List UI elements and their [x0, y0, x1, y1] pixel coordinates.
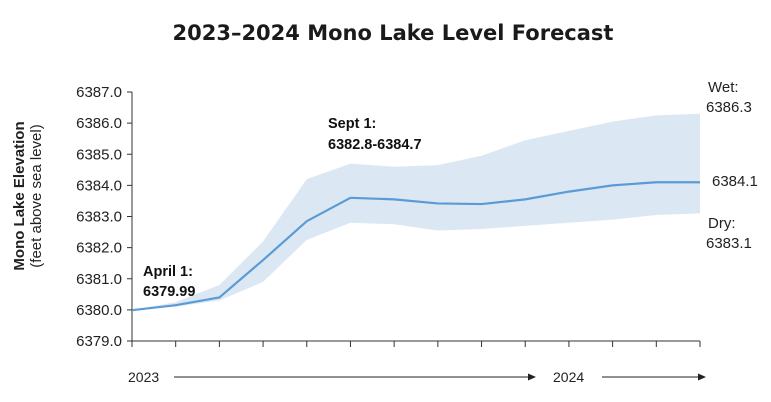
dry-label: Dry:: [708, 215, 736, 232]
april-annotation-value: 6379.99: [143, 284, 195, 300]
y-tick-label: 6385.0: [76, 146, 122, 163]
y-tick-label: 6381.0: [76, 271, 122, 288]
y-axis-sublabel: (feet above sea level): [28, 124, 45, 267]
wet-value: 6386.3: [706, 99, 752, 116]
y-axis-label: Mono Lake Elevation: [11, 121, 28, 270]
axes: [131, 92, 701, 347]
y-tick-label: 6384.0: [76, 177, 122, 194]
y-tick-label: 6380.0: [76, 302, 122, 319]
dry-value: 6383.1: [706, 235, 752, 252]
wet-label: Wet:: [708, 79, 739, 96]
chart-title: 2023–2024 Mono Lake Level Forecast: [173, 21, 614, 45]
mid-value-label: 6384.1: [712, 173, 758, 190]
timeline-arrow-2024: [602, 373, 706, 381]
timeline-arrow-2023: [174, 373, 536, 381]
y-axis-label-group: Mono Lake Elevation (feet above sea leve…: [11, 121, 45, 270]
series-line: [131, 181, 700, 312]
year-label-2024: 2024: [553, 369, 584, 385]
forecast-range-band: [132, 113, 700, 311]
april-annotation-label: April 1:: [143, 264, 193, 280]
series-layer: [131, 181, 700, 312]
year-label-2023: 2023: [128, 369, 159, 385]
sept-annotation-value: 6382.8-6384.7: [328, 137, 422, 153]
forecast-band-layer: [132, 113, 700, 311]
y-tick-label: 6382.0: [76, 240, 122, 257]
y-tick-label: 6387.0: [76, 84, 122, 101]
y-tick-label: 6383.0: [76, 209, 122, 226]
y-tick-label: 6386.0: [76, 115, 122, 132]
y-tick-labels: 6379.0 6380.0 6381.0 6382.0 6383.0 6384.0 6385…: [76, 84, 132, 350]
sept-annotation-label: Sept 1:: [328, 116, 376, 132]
y-tick-label: 6379.0: [76, 333, 122, 350]
